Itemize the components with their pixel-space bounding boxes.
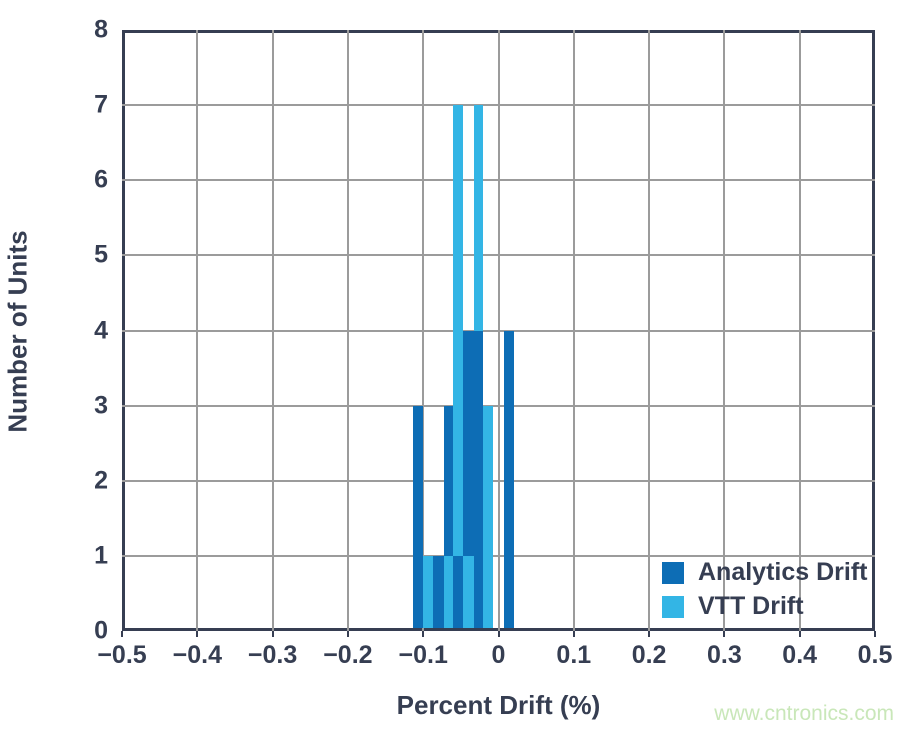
x-tick-mark: [121, 631, 123, 637]
y-tick-label: 4: [94, 316, 108, 344]
x-tick-mark: [422, 631, 425, 637]
grid-line-vertical: [648, 30, 651, 631]
bar-analytics: [413, 405, 424, 628]
y-tick-label: 6: [94, 165, 108, 194]
x-tick-label: 0.5: [857, 641, 893, 669]
x-tick-label: 0.2: [631, 641, 667, 669]
legend-item-analytics: Analytics Drift: [662, 558, 867, 587]
grid-line-vertical: [798, 30, 801, 631]
grid-line-vertical: [497, 30, 500, 631]
watermark-text: www.cntronics.com: [714, 702, 894, 725]
y-tick-label: 5: [94, 240, 108, 269]
x-tick-mark: [271, 631, 274, 637]
bar-vtt: [423, 555, 433, 628]
legend-swatch-analytics-icon: [662, 561, 684, 584]
bar-analytics: [503, 330, 514, 628]
x-tick-mark: [572, 631, 575, 637]
x-tick-label: 0.4: [782, 641, 818, 669]
grid-line-vertical: [572, 30, 575, 631]
x-tick-label: 0.3: [707, 641, 742, 669]
x-tick-mark: [874, 631, 876, 637]
grid-line-vertical: [422, 30, 425, 631]
x-tick-mark: [648, 631, 651, 637]
y-tick-label: 8: [94, 15, 108, 44]
x-tick-mark: [196, 631, 199, 637]
legend-item-vtt: VTT Drift: [662, 592, 867, 621]
y-tick-label: 0: [94, 616, 108, 645]
x-tick-label: 0.1: [556, 641, 592, 669]
y-tick-label: 7: [94, 90, 108, 119]
y-tick-label: 3: [94, 391, 108, 420]
x-tick-mark: [798, 631, 801, 637]
y-axis-title: Number of Units: [2, 230, 33, 433]
legend-swatch-vtt-icon: [662, 595, 684, 618]
legend-label-vtt: VTT Drift: [698, 592, 804, 620]
bar-analytics: [463, 330, 474, 628]
bar-analytics: [473, 330, 484, 628]
x-tick-mark: [346, 631, 349, 637]
x-tick-label: −0.4: [172, 641, 222, 669]
bar-vtt: [453, 105, 464, 628]
grid-line-vertical: [196, 30, 199, 631]
x-tick-label: −0.3: [247, 641, 298, 669]
plot-area: Analytics Drift VTT Drift: [122, 30, 875, 631]
grid-line-vertical: [271, 30, 274, 631]
x-tick-mark: [723, 631, 726, 637]
bar-analytics: [432, 555, 444, 628]
x-tick-label: −0.5: [97, 641, 147, 669]
bar-vtt: [463, 555, 474, 628]
x-tick-label: −0.2: [323, 641, 373, 669]
y-tick-label: 1: [94, 541, 108, 570]
x-axis-title: Percent Drift (%): [396, 690, 601, 720]
bar-vtt: [443, 555, 454, 628]
legend-label-analytics: Analytics Drift: [698, 558, 868, 586]
grid-line-vertical: [346, 30, 349, 631]
y-tick-label: 2: [94, 466, 108, 495]
x-tick-label: −0.1: [398, 641, 448, 669]
grid-line-vertical: [723, 30, 726, 631]
bar-analytics: [453, 555, 464, 628]
legend: Analytics Drift VTT Drift: [662, 558, 867, 626]
x-tick-mark: [497, 631, 500, 637]
bar-vtt: [483, 405, 494, 628]
x-tick-label: 0: [491, 641, 506, 669]
bar-analytics: [443, 405, 454, 628]
